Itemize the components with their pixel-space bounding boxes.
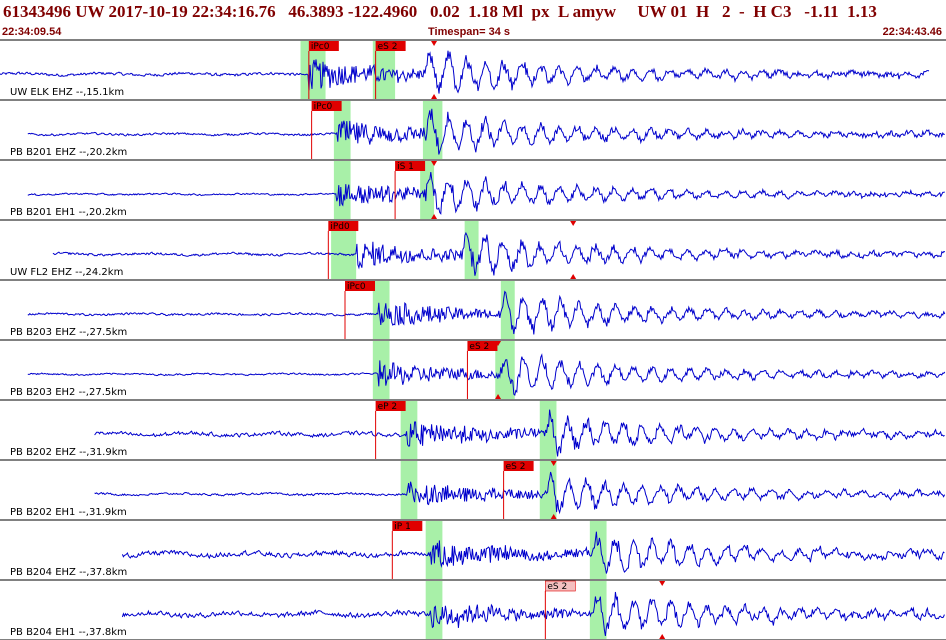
channel-label: PB B202 EH1 --,31.9km (10, 507, 127, 518)
channel-label: UW ELK EHZ --,15.1km (10, 87, 124, 98)
phase-pick-box[interactable] (545, 580, 576, 592)
arrival-marker-bottom (570, 274, 577, 279)
waveform-trace[interactable] (94, 409, 945, 457)
phase-pick-box[interactable] (345, 281, 376, 291)
waveform-trace[interactable] (121, 591, 945, 636)
waveform-trace[interactable] (27, 290, 946, 335)
phase-window (372, 281, 390, 339)
phase-window (589, 581, 607, 639)
phase-window (333, 101, 351, 159)
waveform-trace[interactable] (27, 353, 946, 396)
channel-label: PB B201 EHZ --,20.2km (10, 147, 127, 158)
arrival-marker-bottom (431, 214, 438, 219)
phase-pick-label[interactable]: eS 2 (469, 342, 489, 352)
phase-pick-label[interactable]: eS 2 (506, 462, 526, 472)
channel-label: PB B203 EH2 --,27.5km (10, 387, 127, 398)
waveform-trace[interactable] (121, 531, 945, 574)
phase-pick-label[interactable]: eS 2 (547, 582, 567, 592)
arrival-marker-bottom (431, 94, 438, 99)
event-header: 61343496 UW 2017-10-19 22:34:16.76 46.38… (0, 0, 946, 40)
phase-pick-label[interactable]: iS 1 (397, 162, 414, 172)
phase-pick-box[interactable] (392, 521, 423, 531)
channel-label: PB B204 EH1 --,37.8km (10, 627, 127, 638)
phase-pick-label[interactable]: eP 2 (378, 402, 398, 412)
waveform-trace[interactable] (27, 172, 945, 215)
waveform-trace[interactable] (0, 50, 930, 94)
phase-pick-box[interactable] (308, 41, 339, 51)
arrival-marker-top (550, 461, 557, 466)
phase-window (372, 41, 396, 99)
channel-label: PB B203 EHZ --,27.5km (10, 327, 127, 338)
channel-label: PB B202 EHZ --,31.9km (10, 447, 127, 458)
start-time-label: 22:34:09.54 (2, 26, 62, 38)
phase-window (422, 101, 443, 159)
phase-pick-box[interactable] (503, 461, 534, 471)
phase-window (500, 281, 515, 339)
event-summary-line: 61343496 UW 2017-10-19 22:34:16.76 46.38… (3, 2, 877, 21)
phase-pick-label[interactable]: eS 2 (378, 42, 398, 52)
waveform-trace[interactable] (94, 471, 946, 515)
arrival-marker-bottom (550, 514, 557, 519)
phase-pick-box[interactable] (467, 341, 498, 351)
phase-window (400, 401, 418, 459)
arrival-marker-bottom (495, 394, 502, 399)
phase-pick-label[interactable]: iP 1 (394, 522, 411, 532)
phase-pick-label[interactable]: iPc0 (347, 282, 366, 292)
arrival-marker-bottom (659, 634, 666, 639)
channel-label: PB B201 EH1 --,20.2km (10, 207, 127, 218)
channel-label: UW FL2 EHZ --,24.2km (10, 267, 123, 278)
waveform-trace[interactable] (52, 231, 946, 276)
phase-pick-label[interactable]: iPc0 (314, 102, 333, 112)
phase-window (589, 521, 607, 579)
channel-label: PB B204 EHZ --,37.8km (10, 567, 127, 578)
phase-pick-box[interactable] (375, 41, 406, 51)
phase-pick-box[interactable] (375, 401, 406, 411)
phase-pick-box[interactable] (395, 161, 426, 171)
phase-window (495, 341, 515, 399)
arrival-marker-top (431, 161, 438, 166)
arrival-marker-top (659, 581, 666, 586)
phase-pick-box[interactable] (328, 221, 359, 231)
arrival-marker-top (431, 41, 438, 46)
phase-pick-label[interactable]: iPd0 (330, 222, 350, 232)
phase-window (539, 401, 557, 459)
arrival-marker-top (570, 221, 577, 226)
phase-window (372, 341, 390, 399)
waveform-trace[interactable] (27, 108, 945, 155)
arrival-marker-top (495, 341, 502, 346)
phase-pick-label[interactable]: iPc0 (311, 42, 330, 52)
timespan-label: Timespan= 34 s (428, 26, 511, 38)
end-time-label: 22:34:43.46 (882, 26, 942, 38)
phase-window (464, 221, 479, 279)
phase-pick-box[interactable] (311, 101, 342, 111)
phase-window (333, 161, 351, 219)
